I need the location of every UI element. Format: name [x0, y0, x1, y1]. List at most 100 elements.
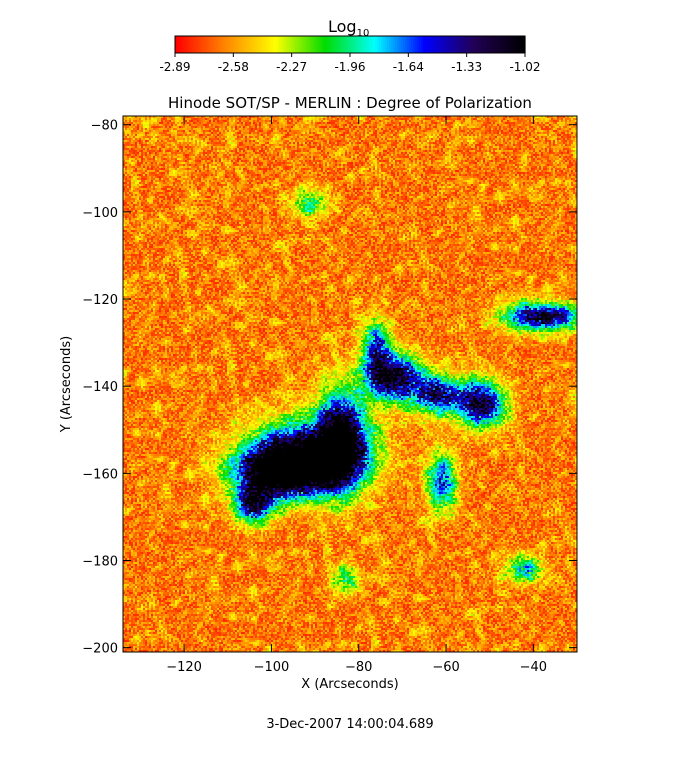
colorbar-segment [503, 36, 506, 53]
y-tick-label: −160 [82, 467, 118, 482]
colorbar-segment [507, 36, 510, 53]
colorbar-segment [483, 36, 486, 53]
colorbar-segment [437, 36, 440, 53]
colorbar-segment [435, 36, 438, 53]
colorbar-segment [327, 36, 330, 53]
colorbar-segment [449, 36, 452, 53]
colorbar-segment [303, 36, 306, 53]
colorbar-segment [341, 36, 344, 53]
colorbar-segment [269, 36, 272, 53]
colorbar-segment [511, 36, 514, 53]
colorbar-segment [215, 36, 218, 53]
colorbar-segment [201, 36, 204, 53]
x-tick-label: −60 [432, 660, 459, 675]
colorbar-ticks: -2.89 -2.58 -2.27 -1.96 -1.64 -1.33 -1.02 [159, 53, 541, 74]
colorbar-segment [321, 36, 324, 53]
plot-frame [122, 115, 578, 653]
colorbar-segment [311, 36, 314, 53]
colorbar-segment [337, 36, 340, 53]
chart-title: Hinode SOT/SP - MERLIN : Degree of Polar… [168, 94, 532, 112]
colorbar-segment [523, 36, 526, 53]
colorbar-segment [175, 36, 178, 53]
colorbar-segment [367, 36, 370, 53]
colorbar-segment [455, 36, 458, 53]
colorbar-segment [389, 36, 392, 53]
colorbar-segment [441, 36, 444, 53]
colorbar-segment [495, 36, 498, 53]
colorbar-segment [223, 36, 226, 53]
colorbar-segment [293, 36, 296, 53]
colorbar-segment [329, 36, 332, 53]
colorbar-segment [235, 36, 238, 53]
colorbar-segment [407, 36, 410, 53]
colorbar-segment [309, 36, 312, 53]
colorbar-label: Log10 [328, 17, 369, 39]
colorbar-segment [499, 36, 502, 53]
colorbar-segment [271, 36, 274, 53]
colorbar-segment [431, 36, 434, 53]
x-tick-label: −80 [345, 660, 372, 675]
colorbar-segment [177, 36, 180, 53]
colorbar-segment [373, 36, 376, 53]
colorbar-segment [315, 36, 318, 53]
colorbar-segment [445, 36, 448, 53]
colorbar-segment [471, 36, 474, 53]
colorbar-segment [181, 36, 184, 53]
colorbar-segment [443, 36, 446, 53]
colorbar-segment [369, 36, 372, 53]
heatmap-image [123, 116, 577, 652]
colorbar-segment [387, 36, 390, 53]
colorbar-segment [207, 36, 210, 53]
colorbar-segment [385, 36, 388, 53]
colorbar-segment [481, 36, 484, 53]
colorbar-segment [383, 36, 386, 53]
colorbar-segment [485, 36, 488, 53]
colorbar-segment [501, 36, 504, 53]
colorbar-segment [277, 36, 280, 53]
colorbar-segment [185, 36, 188, 53]
colorbar-segment [211, 36, 214, 53]
colorbar-segment [469, 36, 472, 53]
colorbar-segment [417, 36, 420, 53]
colorbar-segment [427, 36, 430, 53]
colorbar-segment [459, 36, 462, 53]
colorbar-segment [473, 36, 476, 53]
x-axis-label: X (Arcseconds) [301, 677, 398, 692]
colorbar-segment [489, 36, 492, 53]
colorbar-segment [401, 36, 404, 53]
y-tick-label: −100 [82, 206, 118, 221]
colorbar-segment [249, 36, 252, 53]
colorbar-segment [415, 36, 418, 53]
x-tick-label: −100 [254, 660, 290, 675]
colorbar-segment [301, 36, 304, 53]
colorbar-segment [433, 36, 436, 53]
colorbar-segment [423, 36, 426, 53]
colorbar-segment [305, 36, 308, 53]
colorbar-segment [375, 36, 378, 53]
colorbar-segment [227, 36, 230, 53]
colorbar-segment [233, 36, 236, 53]
colorbar-segment [219, 36, 222, 53]
colorbar-segment [493, 36, 496, 53]
colorbar-segment [197, 36, 200, 53]
colorbar [174, 35, 526, 54]
colorbar-segment [307, 36, 310, 53]
colorbar-segment [273, 36, 276, 53]
colorbar-segment [379, 36, 382, 53]
colorbar-segment [411, 36, 414, 53]
colorbar-segment [347, 36, 350, 53]
colorbar-segment [199, 36, 202, 53]
colorbar-segment [395, 36, 398, 53]
colorbar-segment [319, 36, 322, 53]
colorbar-segment [255, 36, 258, 53]
colorbar-tick-label: -1.33 [451, 60, 482, 74]
colorbar-segment [403, 36, 406, 53]
colorbar-segment [505, 36, 508, 53]
colorbar-segment [513, 36, 516, 53]
colorbar-segment [391, 36, 394, 53]
colorbar-segment [515, 36, 518, 53]
colorbar-segment [377, 36, 380, 53]
colorbar-segment [247, 36, 250, 53]
colorbar-segment [241, 36, 244, 53]
colorbar-segment [229, 36, 232, 53]
